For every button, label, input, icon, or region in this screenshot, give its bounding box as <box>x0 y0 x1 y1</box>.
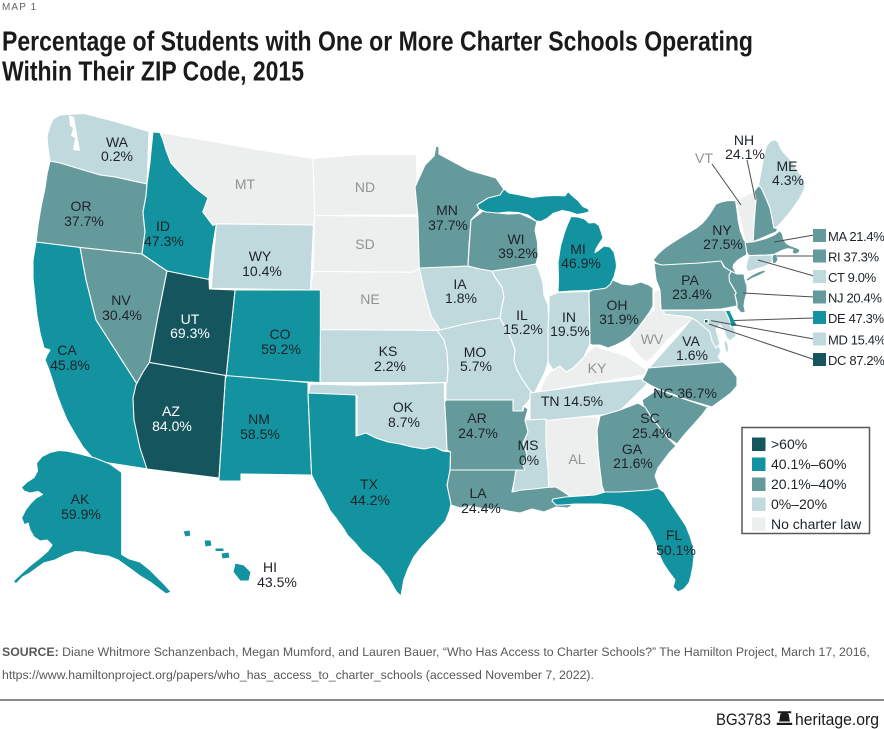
svg-text:WA: WA <box>106 134 129 150</box>
svg-text:WY: WY <box>249 248 272 264</box>
svg-text:CO: CO <box>270 326 291 342</box>
svg-text:0%–20%: 0%–20% <box>771 496 827 512</box>
svg-text:NV: NV <box>111 292 131 308</box>
svg-text:NM: NM <box>248 411 270 427</box>
svg-text:NE: NE <box>360 291 379 307</box>
svg-text:MA 21.4%: MA 21.4% <box>828 229 884 244</box>
svg-text:FL: FL <box>666 527 683 543</box>
svg-text:58.5%: 58.5% <box>240 426 280 442</box>
svg-text:NH: NH <box>734 132 754 148</box>
svg-text:NY: NY <box>712 222 732 238</box>
svg-text:NC 36.7%: NC 36.7% <box>653 385 717 401</box>
svg-text:RI 37.3%: RI 37.3% <box>828 250 879 265</box>
svg-text:MO: MO <box>464 344 487 360</box>
svg-text:69.3%: 69.3% <box>170 325 210 341</box>
svg-text:0.2%: 0.2% <box>101 148 133 164</box>
svg-text:VA: VA <box>682 333 700 349</box>
svg-text:SOURCE: Diane Whitmore Schanze: SOURCE: Diane Whitmore Schanzenbach, Meg… <box>2 645 870 659</box>
svg-text:47.3%: 47.3% <box>144 233 184 249</box>
svg-text:AK: AK <box>71 491 90 507</box>
svg-text:NJ 20.4%: NJ 20.4% <box>828 291 882 306</box>
svg-text:IN: IN <box>562 309 576 325</box>
svg-text:24.7%: 24.7% <box>458 425 498 441</box>
svg-text:HI: HI <box>263 559 277 575</box>
svg-text:MS: MS <box>518 437 539 453</box>
svg-text:40.1%–60%: 40.1%–60% <box>771 456 847 472</box>
svg-text:2.2%: 2.2% <box>374 358 406 374</box>
svg-text:LA: LA <box>469 485 487 501</box>
svg-text:25.4%: 25.4% <box>632 425 672 441</box>
svg-text:59.9%: 59.9% <box>61 506 101 522</box>
svg-text:ME: ME <box>777 158 798 174</box>
svg-text:OR: OR <box>71 198 92 214</box>
svg-text:4.3%: 4.3% <box>772 172 804 188</box>
svg-text:ND: ND <box>355 179 375 195</box>
svg-text:10.4%: 10.4% <box>242 263 282 279</box>
svg-text:15.2%: 15.2% <box>503 321 543 337</box>
svg-text:44.2%: 44.2% <box>350 492 390 508</box>
svg-text:Within Their ZIP Code, 2015: Within Their ZIP Code, 2015 <box>2 56 304 87</box>
svg-text:AL: AL <box>568 451 585 467</box>
svg-text:KY: KY <box>588 360 607 376</box>
svg-text:27.5%: 27.5% <box>703 236 743 252</box>
svg-text:1.6%: 1.6% <box>676 347 708 363</box>
svg-text:UT: UT <box>181 311 200 327</box>
svg-text:WI: WI <box>507 231 524 247</box>
svg-text:21.6%: 21.6% <box>613 455 653 471</box>
svg-text:CT 9.0%: CT 9.0% <box>828 270 877 285</box>
svg-text:46.9%: 46.9% <box>561 255 601 271</box>
svg-text:IL: IL <box>516 307 528 323</box>
svg-text:24.4%: 24.4% <box>461 500 501 516</box>
svg-text:No charter law: No charter law <box>771 516 862 532</box>
svg-text:1.8%: 1.8% <box>445 290 477 306</box>
svg-text:20.1%–40%: 20.1%–40% <box>771 476 847 492</box>
svg-text:TX: TX <box>360 476 379 492</box>
svg-text:MN: MN <box>436 202 458 218</box>
svg-text:ID: ID <box>156 218 170 234</box>
svg-text:CA: CA <box>57 342 77 358</box>
svg-text:MT: MT <box>235 176 256 192</box>
svg-text:TN 14.5%: TN 14.5% <box>541 393 603 409</box>
svg-text:https://www.hamiltonproject.or: https://www.hamiltonproject.org/papers/w… <box>2 668 594 682</box>
svg-text:SD: SD <box>355 236 374 252</box>
svg-text:23.4%: 23.4% <box>672 286 712 302</box>
svg-text:19.5%: 19.5% <box>550 323 590 339</box>
svg-text:24.1%: 24.1% <box>725 146 765 162</box>
svg-text:MD 15.4%: MD 15.4% <box>828 333 884 348</box>
svg-text:AZ: AZ <box>162 403 180 419</box>
svg-text:39.2%: 39.2% <box>498 245 538 261</box>
svg-text:0%: 0% <box>519 452 539 468</box>
svg-text:>60%: >60% <box>771 436 807 452</box>
svg-text:KS: KS <box>379 343 398 359</box>
svg-text:BG3783: BG3783 <box>716 710 771 729</box>
svg-text:WV: WV <box>641 331 664 347</box>
svg-text:heritage.org: heritage.org <box>795 710 879 729</box>
svg-text:37.7%: 37.7% <box>64 213 104 229</box>
svg-text:OK: OK <box>393 399 414 415</box>
svg-text:DE 47.3%: DE 47.3% <box>828 311 884 326</box>
svg-text:84.0%: 84.0% <box>152 418 192 434</box>
svg-text:59.2%: 59.2% <box>261 341 301 357</box>
svg-text:MAP 1: MAP 1 <box>2 2 37 13</box>
svg-text:45.8%: 45.8% <box>50 357 90 373</box>
svg-text:PA: PA <box>681 272 699 288</box>
svg-text:IA: IA <box>453 276 467 292</box>
svg-text:AR: AR <box>467 410 486 426</box>
svg-text:VT: VT <box>695 150 713 166</box>
svg-text:8.7%: 8.7% <box>388 414 420 430</box>
svg-text:31.9%: 31.9% <box>599 311 639 327</box>
svg-text:DC 87.2%: DC 87.2% <box>828 353 884 368</box>
svg-text:OH: OH <box>607 297 628 313</box>
svg-text:SC: SC <box>640 410 659 426</box>
svg-text:43.5%: 43.5% <box>257 574 297 590</box>
svg-text:30.4%: 30.4% <box>102 307 142 323</box>
svg-text:5.7%: 5.7% <box>460 358 492 374</box>
svg-text:GA: GA <box>622 441 643 457</box>
svg-text:Percentage of Students with On: Percentage of Students with One or More … <box>2 26 753 57</box>
svg-text:MI: MI <box>570 241 586 257</box>
svg-text:50.1%: 50.1% <box>656 542 696 558</box>
svg-text:37.7%: 37.7% <box>428 217 468 233</box>
